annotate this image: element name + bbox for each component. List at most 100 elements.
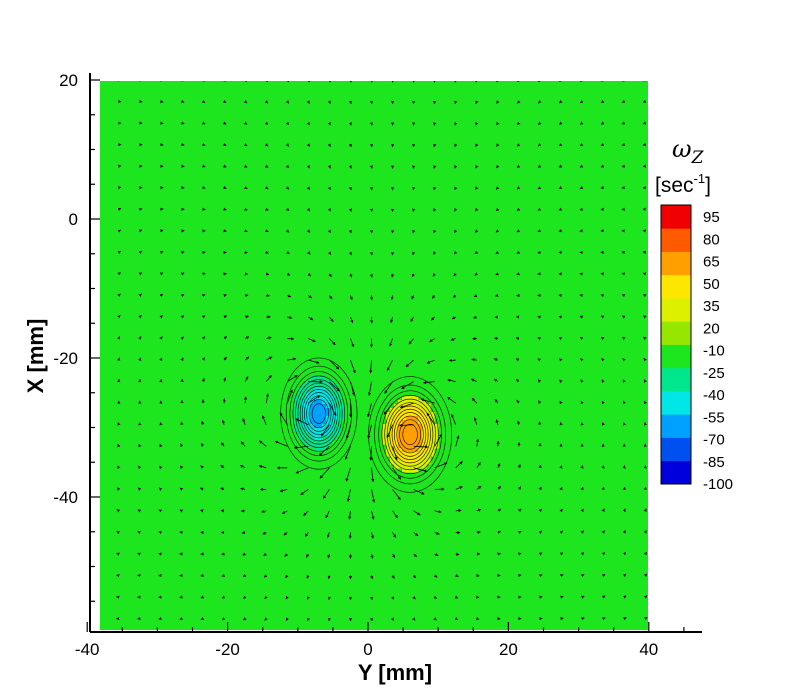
vorticity-cell (338, 404, 343, 409)
velocity-arrow (265, 272, 270, 276)
velocity-arrow (434, 433, 443, 447)
velocity-arrow (433, 595, 438, 599)
velocity-arrow (405, 359, 414, 368)
velocity-arrow (329, 338, 336, 346)
velocity-arrow (138, 293, 142, 297)
vorticity-cell (426, 444, 431, 449)
velocity-arrow (434, 510, 442, 514)
vorticity-cell (426, 460, 431, 465)
velocity-arrow (138, 251, 143, 255)
vorticity-cell (414, 436, 419, 441)
velocity-arrow (454, 143, 458, 148)
velocity-arrow (455, 574, 459, 578)
velocity-arrow (308, 316, 314, 321)
velocity-arrow (223, 207, 227, 211)
velocity-arrow (181, 121, 185, 125)
vorticity-cell (394, 412, 399, 417)
velocity-arrow (350, 359, 356, 374)
velocity-arrow (180, 294, 185, 298)
colorbar-title: ωZ (672, 135, 705, 168)
velocity-arrow (644, 617, 648, 621)
vorticity-cell (286, 420, 291, 425)
vorticity-cell (338, 396, 343, 401)
velocity-arrow (117, 336, 121, 340)
vorticity-cell (434, 436, 439, 441)
velocity-arrow (642, 272, 647, 276)
velocity-arrow (622, 595, 627, 599)
velocity-arrow (285, 164, 290, 169)
velocity-arrow (221, 573, 226, 577)
velocity-arrow (308, 359, 320, 364)
velocity-arrow (495, 293, 499, 297)
velocity-arrow (399, 423, 414, 427)
velocity-arrow (97, 444, 98, 446)
colorbar-label: -40 (703, 387, 725, 404)
vorticity-cell (406, 424, 411, 429)
vorticity-cell (386, 444, 391, 449)
velocity-arrow (179, 616, 183, 620)
vorticity-cell (394, 464, 399, 469)
velocity-arrow (100, 164, 101, 168)
velocity-arrow (537, 164, 542, 168)
vorticity-cell (394, 436, 399, 441)
velocity-arrow (306, 553, 310, 558)
vorticity-cell (314, 392, 319, 397)
velocity-arrow (286, 250, 290, 254)
vorticity-cell (298, 440, 303, 445)
y-axis-title: X [mm] (23, 319, 48, 394)
vorticity-cell (330, 412, 335, 417)
vorticity-cell (306, 452, 311, 457)
velocity-arrow (581, 617, 585, 621)
vorticity-cell (406, 432, 411, 437)
vorticity-cell (426, 456, 431, 461)
velocity-arrow (476, 462, 481, 469)
velocity-arrow (97, 423, 98, 425)
vorticity-cell (426, 448, 431, 453)
colorbar-label: 65 (703, 254, 720, 271)
vorticity-cell (318, 396, 323, 401)
velocity-arrow (244, 207, 248, 211)
velocity-arrow (369, 360, 373, 374)
vorticity-cell (394, 424, 399, 429)
velocity-arrow (307, 251, 311, 255)
vorticity-cell (314, 376, 319, 381)
velocity-arrow (413, 532, 419, 537)
velocity-arrow (622, 551, 627, 556)
vorticity-cell (406, 396, 411, 401)
vorticity-cell (422, 440, 427, 445)
vorticity-cell (342, 440, 347, 445)
velocity-arrow (413, 553, 418, 558)
velocity-arrow (579, 143, 584, 147)
vorticity-cell (386, 412, 391, 417)
velocity-arrow (295, 467, 309, 474)
velocity-arrow (559, 81, 563, 82)
velocity-arrow (327, 229, 331, 234)
velocity-arrow (493, 378, 499, 382)
velocity-arrow (138, 357, 142, 362)
vorticity-cell (318, 400, 323, 405)
vorticity-cell (338, 388, 343, 393)
vorticity-cell (422, 464, 427, 469)
velocity-arrow (621, 315, 626, 319)
velocity-arrow (413, 510, 421, 516)
vorticity-cell (314, 388, 319, 393)
vorticity-cell (382, 432, 387, 437)
vorticity-cell (410, 460, 415, 465)
velocity-arrow (97, 466, 98, 468)
velocity-arrow (622, 358, 626, 362)
vorticity-cell (386, 448, 391, 453)
vorticity-cell (422, 456, 427, 461)
velocity-arrow (538, 100, 542, 104)
vorticity-cell (402, 436, 407, 441)
vorticity-cell (394, 404, 399, 409)
vorticity-cell (382, 428, 387, 433)
velocity-arrow (244, 229, 248, 233)
vorticity-cell (322, 420, 327, 425)
velocity-arrow (265, 393, 270, 404)
vorticity-cell (414, 464, 419, 469)
velocity-arrow (243, 164, 248, 168)
velocity-arrow (537, 379, 542, 383)
velocity-arrow (496, 143, 500, 147)
velocity-arrow (295, 418, 309, 426)
vorticity-cell (322, 400, 327, 405)
